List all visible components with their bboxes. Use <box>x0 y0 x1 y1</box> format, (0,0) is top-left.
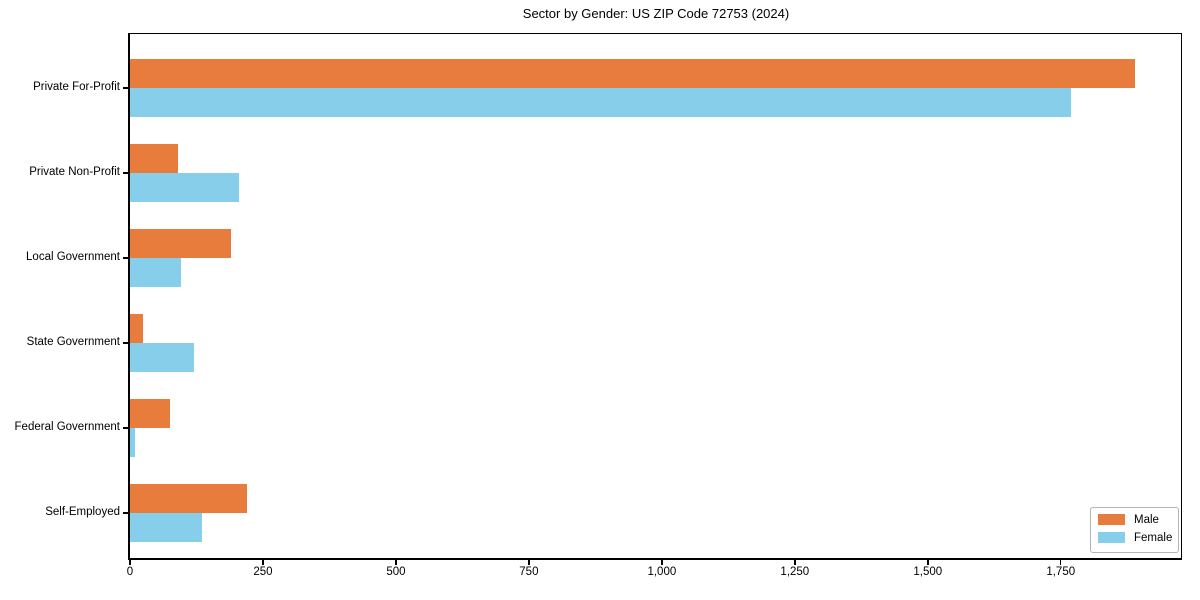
x-tick-mark <box>927 560 929 565</box>
y-tick-mark <box>123 427 128 429</box>
plot-area <box>130 33 1182 559</box>
x-tick-mark <box>528 560 530 565</box>
x-tick-label-500: 500 <box>386 566 406 578</box>
bar-female-local-government <box>130 258 181 287</box>
bar-female-federal-government <box>130 428 135 457</box>
bar-female-private-non-profit <box>130 173 239 202</box>
legend-swatch-female <box>1098 532 1125 543</box>
bar-male-self-employed <box>130 484 247 513</box>
bar-male-private-for-profit <box>130 59 1135 88</box>
x-tick-mark <box>1059 560 1062 565</box>
x-tick-label-1-500: 1,500 <box>913 566 943 578</box>
bar-male-federal-government <box>130 399 170 428</box>
y-tick-mark <box>123 257 128 259</box>
y-tick-label-local-government: Local Government <box>26 251 120 263</box>
legend-label-female: Female <box>1134 531 1173 544</box>
plot-spine-top <box>130 33 1182 34</box>
bar-male-private-non-profit <box>130 144 178 173</box>
y-tick-mark <box>123 512 128 514</box>
plot-spine-right <box>1181 33 1182 559</box>
bar-male-local-government <box>130 229 231 258</box>
x-tick-label-250: 250 <box>253 566 273 578</box>
bar-female-self-employed <box>130 513 202 542</box>
y-tick-label-private-non-profit: Private Non-Profit <box>29 166 120 178</box>
x-axis-line <box>128 558 1182 560</box>
x-tick-mark <box>661 560 663 565</box>
y-axis-line <box>128 33 130 560</box>
x-tick-mark <box>262 560 264 565</box>
y-tick-mark <box>123 342 128 344</box>
legend-swatch-male <box>1098 514 1125 525</box>
y-tick-label-federal-government: Federal Government <box>14 421 120 433</box>
y-tick-mark <box>123 87 128 89</box>
x-tick-label-1-000: 1,000 <box>647 566 677 578</box>
x-tick-label-0: 0 <box>126 566 134 578</box>
x-tick-label-750: 750 <box>519 566 539 578</box>
bar-female-private-for-profit <box>130 88 1071 117</box>
chart-title: Sector by Gender: US ZIP Code 72753 (202… <box>522 6 790 21</box>
legend-entry-male: Male <box>1098 513 1178 526</box>
x-tick-mark <box>129 560 131 565</box>
legend-entry-female: Female <box>1098 531 1178 544</box>
x-tick-mark <box>794 560 796 565</box>
bar-male-state-government <box>130 314 143 343</box>
x-tick-label-1-750: 1,750 <box>1046 566 1076 578</box>
y-tick-label-state-government: State Government <box>26 336 120 348</box>
y-tick-mark <box>123 172 128 174</box>
y-tick-label-self-employed: Self-Employed <box>45 506 120 518</box>
x-tick-mark <box>395 560 397 565</box>
legend: Male Female <box>1090 507 1179 553</box>
legend-label-male: Male <box>1134 513 1159 526</box>
y-tick-label-private-for-profit: Private For-Profit <box>33 81 120 93</box>
bar-female-state-government <box>130 343 194 372</box>
x-tick-label-1-250: 1,250 <box>780 566 810 578</box>
